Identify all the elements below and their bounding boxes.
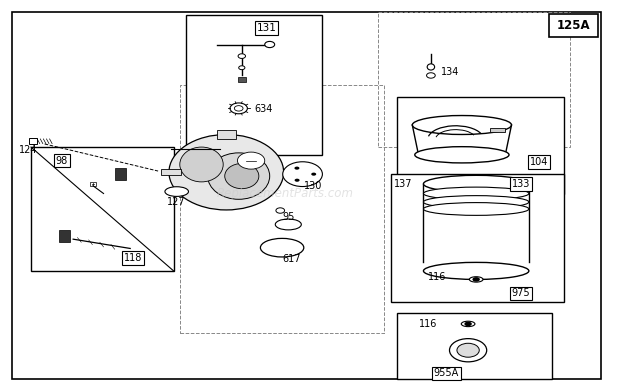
Bar (391, 174, 564, 302)
Text: 125A: 125A (557, 19, 590, 32)
Bar (161, 169, 181, 175)
Text: 127: 127 (167, 197, 186, 207)
Ellipse shape (423, 262, 529, 279)
Bar (238, 77, 246, 82)
Bar (115, 168, 126, 180)
Ellipse shape (412, 115, 511, 134)
Text: 95: 95 (282, 212, 294, 222)
Text: 955A: 955A (434, 368, 459, 378)
Text: 137: 137 (394, 179, 412, 189)
Text: ReplacementParts.com: ReplacementParts.com (217, 187, 353, 200)
Text: 634: 634 (254, 104, 273, 114)
Circle shape (450, 339, 487, 362)
Ellipse shape (275, 219, 301, 230)
Text: 134: 134 (441, 67, 460, 77)
Bar (397, 97, 564, 194)
Text: 98: 98 (56, 156, 68, 166)
Bar (549, 14, 598, 37)
Text: 130: 130 (304, 181, 322, 191)
Ellipse shape (423, 202, 529, 215)
Ellipse shape (165, 187, 188, 197)
Circle shape (457, 343, 479, 357)
Ellipse shape (260, 238, 304, 257)
Bar (186, 15, 322, 155)
Circle shape (283, 162, 322, 187)
Circle shape (230, 103, 247, 114)
Circle shape (464, 322, 472, 326)
Ellipse shape (423, 187, 529, 200)
Bar (180, 85, 384, 333)
Circle shape (427, 73, 435, 78)
Bar (59, 230, 70, 242)
Circle shape (294, 166, 299, 170)
Text: 617: 617 (282, 254, 301, 264)
Circle shape (311, 173, 316, 176)
Ellipse shape (469, 277, 483, 282)
Bar (490, 128, 505, 132)
Circle shape (294, 179, 299, 182)
Text: 116: 116 (428, 272, 446, 282)
Circle shape (234, 106, 243, 111)
Text: 975: 975 (512, 288, 530, 298)
Ellipse shape (169, 134, 283, 210)
Bar (29, 138, 37, 144)
Text: 124: 124 (19, 145, 37, 155)
Text: 118: 118 (124, 253, 143, 263)
Text: 116: 116 (418, 319, 437, 329)
Bar (397, 313, 552, 379)
Bar (90, 182, 96, 186)
Ellipse shape (427, 64, 435, 70)
Circle shape (238, 54, 246, 58)
Circle shape (265, 41, 275, 48)
Ellipse shape (208, 153, 270, 199)
Text: 104: 104 (530, 157, 549, 167)
Ellipse shape (224, 163, 259, 188)
Circle shape (237, 152, 265, 169)
Circle shape (276, 208, 285, 213)
Ellipse shape (423, 175, 529, 192)
Ellipse shape (461, 321, 475, 327)
Text: 131: 131 (257, 23, 277, 33)
Circle shape (472, 277, 480, 282)
Ellipse shape (180, 147, 223, 182)
Circle shape (239, 66, 245, 70)
Bar (31, 147, 174, 271)
Ellipse shape (423, 196, 529, 208)
Text: 133: 133 (512, 179, 530, 189)
Ellipse shape (415, 147, 509, 163)
Bar (378, 12, 570, 147)
Bar (217, 130, 236, 139)
